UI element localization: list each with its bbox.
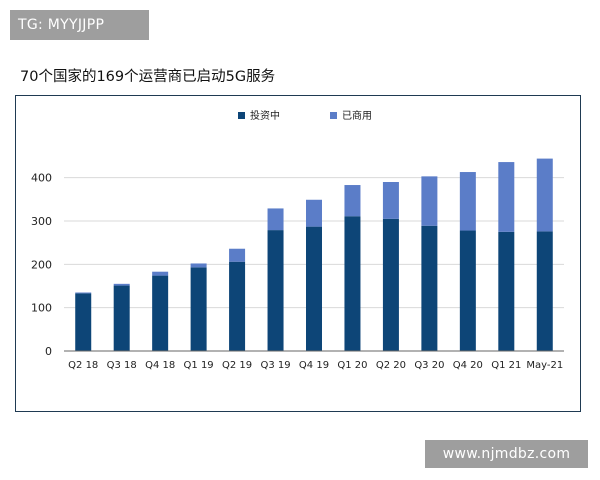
y-tick-label: 400	[31, 172, 52, 185]
bar-investing	[421, 225, 438, 351]
bar-commercial	[459, 172, 476, 231]
bars	[75, 158, 553, 351]
bar-commercial	[344, 185, 361, 217]
bar-commercial	[229, 248, 246, 262]
x-tick-label: Q2 20	[376, 360, 406, 371]
y-tick-label: 300	[31, 215, 52, 228]
watermark-top: TG: MYYJJPP	[10, 10, 149, 40]
bar-commercial	[536, 158, 553, 232]
bar-investing	[75, 293, 92, 351]
x-tick-label: Q3 20	[414, 360, 444, 371]
bar-commercial	[421, 176, 438, 226]
bar-investing	[152, 275, 169, 351]
bar-investing	[190, 267, 207, 351]
bar-commercial	[113, 283, 130, 286]
bar-investing	[113, 285, 130, 351]
bar-investing	[536, 231, 553, 351]
bar-commercial	[152, 271, 169, 276]
bar-investing	[382, 218, 399, 351]
bar-investing	[229, 261, 246, 351]
x-tick-label: Q3 18	[107, 360, 137, 371]
bar-commercial	[498, 162, 515, 232]
bar-investing	[267, 230, 284, 351]
bar-investing	[344, 216, 361, 351]
bar-investing	[459, 230, 476, 351]
bar-investing	[498, 231, 515, 351]
x-tick-label: May-21	[526, 360, 563, 371]
x-tick-label: Q3 19	[260, 360, 290, 371]
x-tick-label: Q1 21	[491, 360, 521, 371]
legend-swatch	[238, 112, 245, 119]
y-tick-label: 200	[31, 258, 52, 271]
axes: 0 100 200 300 400 Q2 18 Q3 18 Q4 18 Q1 19 Q2 19 Q3…	[31, 172, 564, 371]
legend: 投资中 已商用	[238, 109, 372, 122]
bar-investing	[306, 226, 322, 351]
chart-frame: 0 100 200 300 400 Q2 18 Q3 18 Q4 18 Q1 19 Q2 19 Q3…	[15, 95, 581, 412]
bar-commercial	[190, 263, 207, 268]
legend-label: 投资中	[250, 109, 280, 122]
legend-swatch	[330, 112, 337, 119]
chart-title: 70个国家的169个运营商已启动5G服务	[20, 69, 276, 85]
x-tick-label: Q4 19	[299, 360, 329, 371]
x-tick-label: Q2 18	[68, 360, 98, 371]
bar-commercial	[75, 292, 92, 294]
x-tick-label: Q4 20	[453, 360, 483, 371]
bar-commercial	[267, 208, 284, 231]
x-tick-label: Q1 20	[337, 360, 367, 371]
x-tick-label: Q1 19	[184, 360, 214, 371]
legend-label: 已商用	[342, 109, 372, 122]
watermark-bottom: www.njmdbz.com	[425, 440, 588, 468]
y-tick-label: 100	[31, 302, 52, 315]
bar-chart: 0 100 200 300 400 Q2 18 Q3 18 Q4 18 Q1 19 Q2 19 Q3…	[31, 109, 564, 371]
y-tick-label: 0	[45, 345, 52, 358]
bar-commercial	[306, 199, 322, 227]
bar-commercial	[382, 182, 399, 219]
x-tick-label: Q2 19	[222, 360, 252, 371]
x-tick-label: Q4 18	[145, 360, 175, 371]
